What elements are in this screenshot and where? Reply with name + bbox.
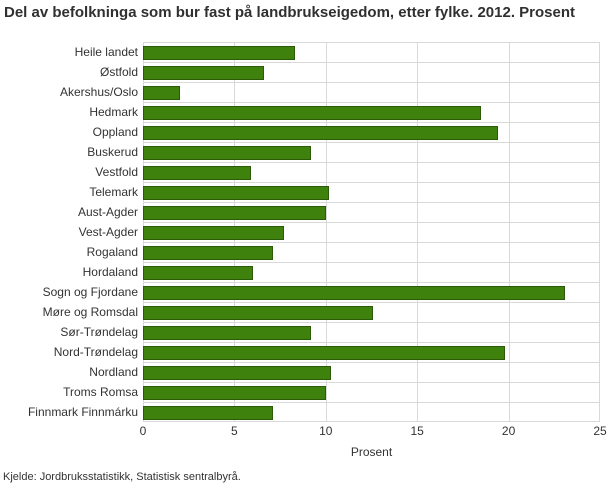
bar-nordland[interactable] xyxy=(143,366,331,380)
bar-hordaland[interactable] xyxy=(143,266,253,280)
category-axis-labels: Heile landet Østfold Akershus/Oslo Hedmark O… xyxy=(0,42,138,422)
category-label: Akershus/Oslo xyxy=(59,85,138,99)
category-label: Nordland xyxy=(89,365,138,379)
bar-row xyxy=(143,102,600,122)
bar-telemark[interactable] xyxy=(143,186,329,200)
bar-row xyxy=(143,162,600,182)
category-label: Hordaland xyxy=(82,265,138,279)
x-axis-title: Prosent xyxy=(350,445,393,459)
bar-row xyxy=(143,222,600,242)
category-label: Vestfold xyxy=(95,165,138,179)
category-label: Østfold xyxy=(99,65,138,79)
bar-row xyxy=(143,142,600,162)
bar-s-r-tr-ndelag[interactable] xyxy=(143,326,311,340)
bar-aust-agder[interactable] xyxy=(143,206,326,220)
gridline-x-20 xyxy=(509,42,510,421)
gridline-x-10 xyxy=(326,42,327,421)
source-note: Kjelde: Jordbruksstatistikk, Statistisk … xyxy=(3,471,241,483)
bar-hedmark[interactable] xyxy=(143,106,481,120)
gridline-x-25 xyxy=(599,42,600,421)
bar-vest-agder[interactable] xyxy=(143,226,284,240)
bar-heile-landet[interactable] xyxy=(143,46,295,60)
bar-row xyxy=(143,42,600,62)
bar-row xyxy=(143,302,600,322)
category-label: Aust-Agder xyxy=(77,205,138,219)
bar-row xyxy=(143,342,600,362)
bar-row xyxy=(143,402,600,422)
x-tick-label-10: 10 xyxy=(319,424,333,438)
category-label: Buskerud xyxy=(87,145,138,159)
category-label: Vest-Agder xyxy=(78,225,138,239)
category-label: Møre og Romsdal xyxy=(42,305,138,319)
bar-row xyxy=(143,242,600,262)
bar-row xyxy=(143,382,600,402)
chart-title: Del av befolkninga som bur fast på landb… xyxy=(4,4,576,21)
category-label: Oppland xyxy=(92,125,138,139)
bar-buskerud[interactable] xyxy=(143,146,311,160)
category-label: Sør-Trøndelag xyxy=(60,325,138,339)
bar-row xyxy=(143,82,600,102)
x-tick-label-20: 20 xyxy=(501,424,516,438)
x-tick-label-5: 5 xyxy=(231,424,238,438)
x-tick-label-0: 0 xyxy=(139,424,147,438)
category-label: Sogn og Fjordane xyxy=(42,285,138,299)
bar-row xyxy=(143,282,600,302)
bar--stfold[interactable] xyxy=(143,66,264,80)
bar-sogn-og-fjordane[interactable] xyxy=(143,286,565,300)
bar-nord-tr-ndelag[interactable] xyxy=(143,346,505,360)
bar-rogaland[interactable] xyxy=(143,246,273,260)
bar-row xyxy=(143,182,600,202)
bar-m-re-og-romsdal[interactable] xyxy=(143,306,373,320)
bar-row xyxy=(143,322,600,342)
bar-row xyxy=(143,62,600,82)
gridline-x-15 xyxy=(417,42,418,421)
category-label: Hedmark xyxy=(89,105,138,119)
bar-row xyxy=(143,122,600,142)
x-tick-label-15: 15 xyxy=(410,424,424,438)
x-tick-label-25: 25 xyxy=(593,424,607,438)
category-label: Troms Romsa xyxy=(63,385,138,399)
category-label: Rogaland xyxy=(86,245,138,259)
bar-row xyxy=(143,202,600,222)
bar-troms-romsa[interactable] xyxy=(143,386,326,400)
bar-akershus-oslo[interactable] xyxy=(143,86,180,100)
category-label: Finnmark Finnmárku xyxy=(27,405,138,419)
bar-row xyxy=(143,262,600,282)
bar-finnmark-finnm-rku[interactable] xyxy=(143,406,273,420)
category-label: Nord-Trøndelag xyxy=(53,345,138,359)
bar-row xyxy=(143,362,600,382)
category-label: Telemark xyxy=(89,185,138,199)
bar-vestfold[interactable] xyxy=(143,166,251,180)
plot-area xyxy=(143,42,600,422)
category-label: Heile landet xyxy=(74,45,138,59)
bar-oppland[interactable] xyxy=(143,126,498,140)
x-axis-ticks: 0 5 10 15 20 25 xyxy=(0,424,610,440)
